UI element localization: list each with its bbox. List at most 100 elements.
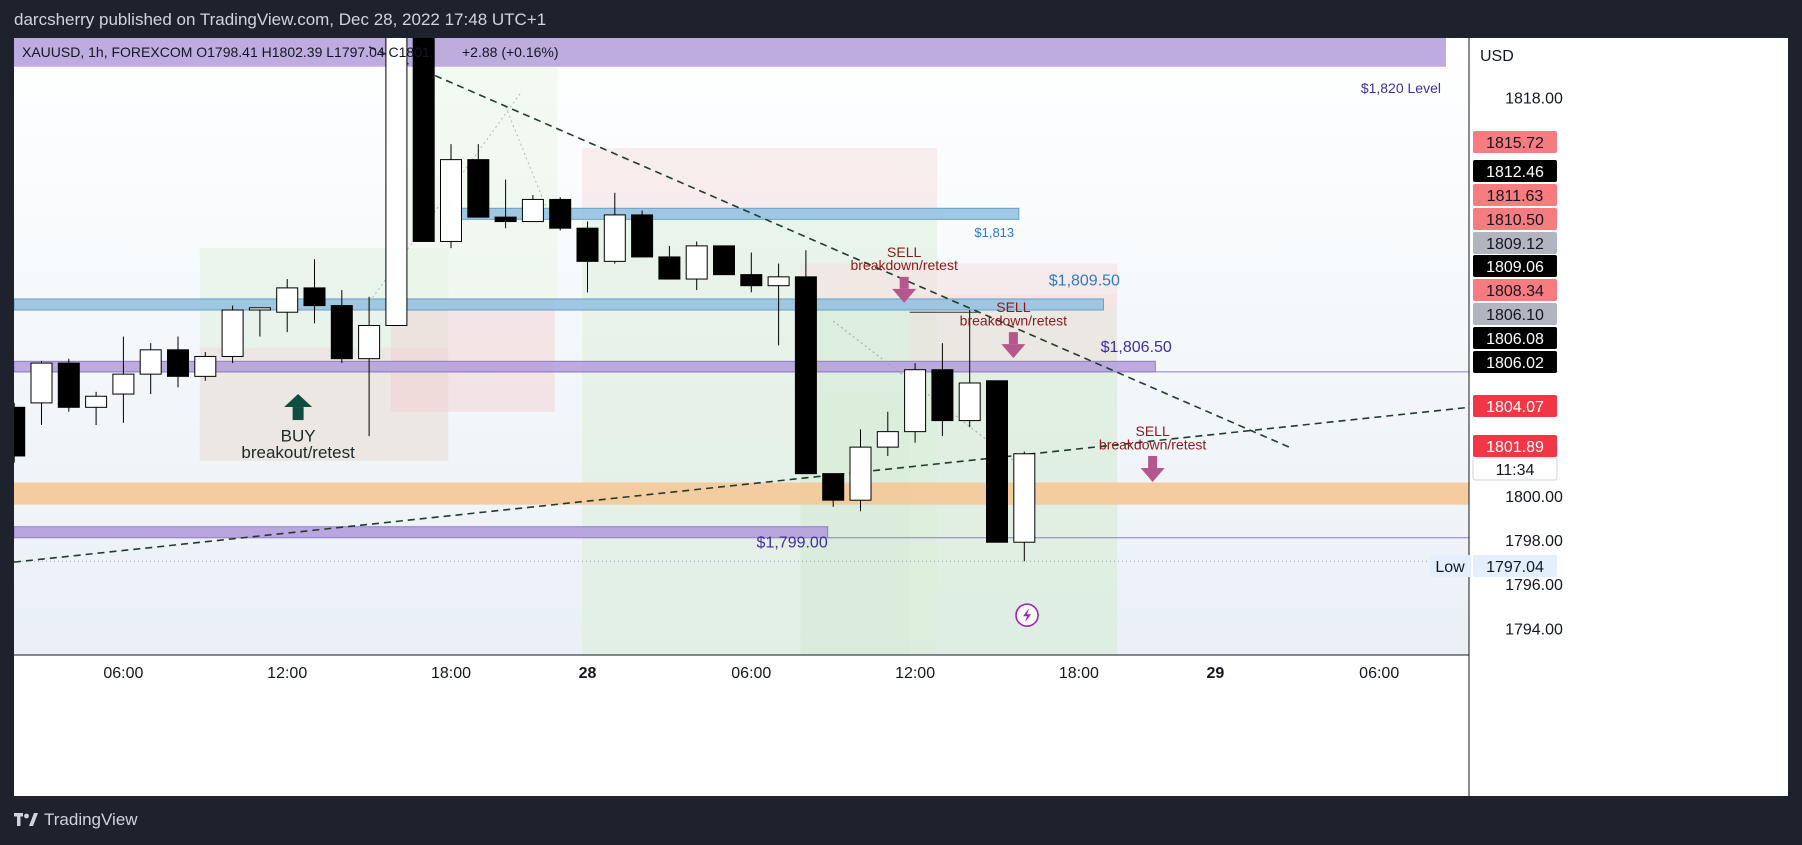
candle [767,263,790,346]
candle-body [303,287,326,307]
price-tag-bg [1473,279,1557,301]
candle-body [631,214,654,258]
price-tag-text: 1811.63 [1487,188,1544,205]
candle-body [194,355,217,377]
candle-body [221,309,244,357]
candle [57,358,80,412]
sell-signal-3-text: breakdown/retest [1099,436,1207,452]
band-1800 [14,482,1469,505]
sell-signal-2-text: breakdown/retest [960,312,1068,328]
candle [658,245,681,280]
price-tag: 1810.50 [1473,208,1557,230]
price-tag-bg [1473,208,1557,230]
candle-body [685,245,708,280]
candle [904,363,927,443]
candle-body [603,214,626,262]
time-tick-label: 18:00 [1059,665,1099,682]
sell-signal-2-label: SELL [996,299,1030,315]
candle [958,310,981,428]
ascending-trendline [14,406,1470,563]
arrow-shaft [292,407,304,421]
band-1820-level [14,38,1446,67]
sell-arrow-1-icon [892,276,917,303]
candle [276,279,299,333]
price-tag-text: 1804.07 [1486,399,1544,416]
price-tag-bg [1473,160,1557,182]
time-tick-label: 06:00 [103,665,143,682]
price-tag-text: 1809.12 [1486,236,1544,253]
candle-body [440,159,462,242]
price-tick-label: 1800.00 [1505,489,1563,506]
candle-body [958,382,981,422]
candle-body [139,349,162,375]
price-tag-bg [1472,457,1558,481]
candle [549,197,572,231]
sell-arrow-3-icon [1140,455,1165,482]
low-marker: Low [1430,555,1471,577]
tradingview-logo-icon [14,813,38,826]
price-tag-text: 11:34 [1496,462,1535,479]
candle [931,343,954,437]
candle [194,352,217,381]
candle-body [30,362,53,404]
time-tick-label: 12:00 [267,665,307,682]
change-legend: +2.88 (+0.16%) [462,44,559,60]
price-tag: 1806.02 [1473,351,1557,373]
chart-frame[interactable]: BUY breakout/retest SELL breakdown/retest SE… [14,38,1788,796]
price-tag-text: 1808.34 [1486,283,1544,300]
candle-body [767,276,790,287]
price-tag: 1809.06 [1473,255,1557,277]
candle [713,245,735,276]
candle [112,336,135,423]
candle [30,360,53,426]
time-tick-label: 12:00 [895,665,935,682]
level-label-1806-50: $1,806.50 [1101,339,1172,356]
price-tag-bg [1473,232,1557,254]
candle [248,307,271,337]
price-tag-text: 1797.04 [1486,559,1544,576]
price-chart[interactable]: BUYbreakout/retestSELLbreakdown/retestSE… [14,38,1788,796]
time-tick-label: 06:00 [731,665,771,682]
candle-body [385,38,408,326]
buy-zone-risk [390,298,555,412]
buy-arrow-icon [284,394,313,421]
price-tag: 1815.72 [1473,131,1557,153]
price-tag-text: 1815.72 [1486,135,1544,152]
price-tag: 1811.63 [1473,184,1557,206]
candle [467,144,490,218]
candle [740,252,763,293]
candle-body [849,446,872,501]
candle [303,259,326,324]
price-tag-bg [1473,131,1557,153]
candle-body [85,395,108,408]
arrow-shaft [1008,332,1018,345]
price-tag: 1804.07 [1473,395,1557,417]
candle-body [521,198,544,223]
price-tag-bg [1473,555,1557,577]
price-tag-bg [1473,255,1557,277]
candle-body [822,473,845,501]
arrow-head [1001,344,1026,359]
low-marker-bg [1430,555,1471,577]
candle-body [467,159,490,218]
candle-body [740,274,763,287]
price-tag-bg [1473,435,1557,457]
candle [849,429,872,512]
tradingview-logo[interactable]: TradingView [14,810,138,830]
level-label-1813: $1,813 [974,225,1014,240]
price-tag-bg [1473,395,1557,417]
arrow-shaft [1148,455,1158,468]
price-tag-text: 1806.02 [1486,355,1544,372]
candle [822,473,845,507]
sell-arrow-2-icon [1001,332,1026,359]
low-marker-text: Low [1435,559,1465,576]
candle-body [112,373,135,395]
price-tick-label: 1794.00 [1505,621,1563,638]
candle-body [931,369,954,422]
buy-signal-label: BUY [281,427,316,446]
candle [685,241,708,291]
price-tag-bg [1473,303,1557,325]
candle [221,305,244,364]
candle [631,210,654,258]
arrow-head [284,394,313,408]
